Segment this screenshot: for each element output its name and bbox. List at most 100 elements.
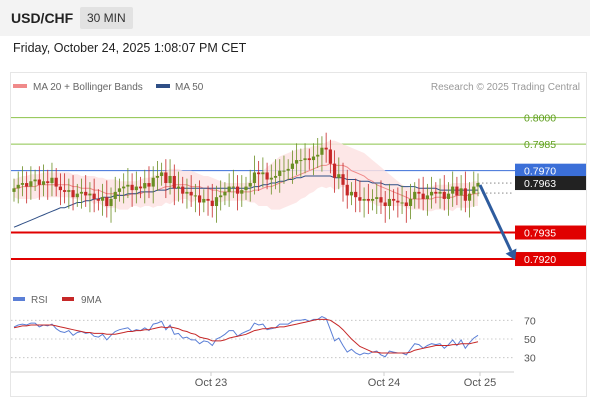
timeframe-badge[interactable]: 30 MIN [80,7,133,29]
candle-body [278,170,282,176]
candle-body [434,191,438,194]
candle-body [354,191,358,198]
candle-body [214,197,219,207]
candle-body [244,186,248,191]
candle-body [446,193,451,199]
candle-body [235,186,240,194]
candle-body [134,186,138,191]
rsi-legend-swatch [13,297,25,301]
candle-body [290,163,294,169]
candle-body [425,195,429,199]
candle-body [252,172,257,184]
candle-body [164,172,168,184]
candle-body [442,191,446,199]
candle-body [117,188,122,192]
candle-body [122,186,126,189]
level-tag-support [515,225,586,240]
x-axis-ticks: Oct 23 Oct 24 Oct 25 [195,372,496,389]
rsi-legend-label: RSI [31,295,48,306]
candle-body [320,147,324,155]
candle-body [261,172,265,175]
candle-body [172,175,176,189]
candle-body [463,188,467,201]
candle-body [273,175,278,178]
candle-body [79,191,84,194]
candle-body [332,163,337,178]
candle-body [181,186,185,194]
level-tag-support [515,252,586,267]
candlestick-series [12,132,480,223]
level-label-resistance: 0.7985 [524,139,556,151]
level-tag-last [515,176,586,191]
candle-body [299,160,303,162]
candle-body [404,202,408,207]
candle-body [337,174,341,178]
header-bar: USD/CHF 30 MIN [0,0,590,36]
candle-body [311,156,316,161]
candle-body [193,195,197,197]
candle-body [366,198,370,201]
ma50-legend-label: MA 50 [175,82,204,93]
candle-body [46,181,50,184]
x-tick-label: Oct 24 [368,377,400,389]
candle-body [455,186,459,196]
candle-body [160,172,164,176]
candle-body [269,177,273,180]
report-timestamp: Friday, October 24, 2025 1:08:07 PM CET [13,41,247,55]
level-label-support: 0.7920 [524,254,556,266]
level-tag-current [515,163,586,178]
candle-body [392,198,396,201]
candle-body [147,183,151,187]
x-tick-label: Oct 23 [195,377,227,389]
credit-text: Research © 2025 Trading Central [431,82,580,93]
rsi-tick-label: 70 [524,315,536,327]
candle-body [58,186,62,191]
candle-body [185,191,189,194]
instrument-symbol: USD/CHF [11,10,74,26]
ma50-legend-swatch [156,84,170,88]
candle-body [67,190,71,192]
candle-body [413,191,417,199]
candle-body [430,191,434,196]
candle-body [84,191,88,196]
candle-body [316,154,320,157]
candle-body [54,177,58,187]
candle-body [210,200,214,207]
candle-body [88,193,92,196]
candle-body [438,191,442,194]
candle-body [113,191,117,199]
candle-body [408,198,413,207]
candle-body [206,198,210,201]
rsi-line [13,316,479,358]
candle-body [105,197,109,207]
candle-body [92,193,96,199]
candle-body [451,186,455,194]
candle-body [421,193,425,199]
candle-body [248,183,252,187]
candle-body [307,158,311,161]
candle-body [240,190,244,194]
level-label-current: 0.7970 [524,166,556,178]
candle-body [109,198,113,207]
candle-body [33,179,37,182]
candle-body [349,191,354,196]
candle-body [25,183,29,187]
candle-body [257,172,261,175]
rsi-legend: RSI 9MA [13,295,102,306]
candle-body [41,181,46,185]
candle-body [286,168,290,171]
candle-body [130,184,134,191]
ma9-legend-swatch [62,297,74,301]
candle-body [324,147,328,150]
candle-body [227,186,231,192]
candle-body [265,172,269,180]
forecast-arrow [478,184,517,261]
candle-body [383,202,387,207]
candle-body [387,198,392,207]
rsi-tick-label: 50 [524,334,536,346]
candle-body [328,149,332,164]
candle-body [219,195,223,198]
candle-body [282,170,286,172]
forecast-arrow-head [505,248,517,261]
